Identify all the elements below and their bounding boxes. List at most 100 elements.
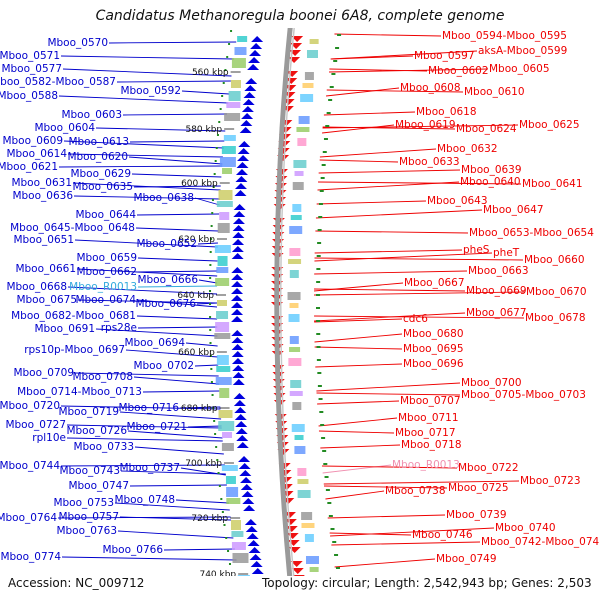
scale-tick-label: 640 kbp: [177, 291, 214, 301]
gene-label-left: Mboo_0674: [75, 294, 136, 306]
gene-label-left: Mboo_0629: [70, 168, 131, 180]
genome-backbone: [274, 28, 293, 576]
feature-block: [218, 421, 235, 431]
gene-arrow-forward: [231, 330, 244, 336]
gene-label-left: Mboo_0661: [15, 263, 76, 275]
gene-arrow-reverse: [290, 561, 303, 567]
label-leader: [319, 148, 437, 158]
ring-dash: [316, 320, 321, 322]
gene-label-right: Mboo_0602: [428, 65, 489, 77]
scale-tick-label: 740 kbp: [199, 570, 236, 580]
label-leader: [163, 548, 235, 551]
label-leader: [334, 558, 436, 568]
feature-block: [289, 270, 299, 278]
gene-label-left: Mboo_0721: [126, 421, 187, 433]
ring-dot: [215, 147, 218, 149]
ring-dot: [211, 199, 214, 201]
gene-arrow-forward: [249, 554, 262, 560]
feature-block: [226, 102, 241, 108]
feature-block: [305, 556, 319, 564]
ring-dot: [227, 550, 230, 552]
label-leader: [66, 424, 222, 429]
label-leader: [314, 257, 524, 261]
scale-tick-label: 600 kbp: [181, 179, 218, 189]
gene-label-right: Mboo_0746: [412, 529, 473, 541]
feature-block: [287, 292, 301, 300]
gene-arrow-reverse: [285, 78, 298, 84]
feature-block: [292, 402, 302, 410]
feature-block: [225, 476, 236, 484]
ring-dot: [209, 342, 212, 344]
label-leader: [314, 346, 403, 350]
label-leader: [129, 484, 227, 487]
feature-block: [217, 300, 227, 306]
label-leader: [119, 411, 222, 420]
feature-blocks-right: [287, 39, 319, 572]
ring-dash: [333, 60, 338, 62]
label-leader: [194, 364, 219, 367]
gene-arrow-forward: [248, 547, 261, 553]
feature-block: [228, 91, 241, 101]
gene-label-right: Mboo_0597: [414, 50, 475, 62]
gene-arrow-forward: [251, 36, 264, 42]
label-leader: [137, 326, 218, 329]
gene-label-right: Mboo_0618: [416, 106, 477, 118]
label-leader: [325, 490, 385, 500]
gene-label-left: Mboo_0726: [66, 425, 127, 437]
gene-arrow-forward: [231, 281, 244, 287]
ring-dash: [331, 73, 336, 75]
gene-arrow-forward: [235, 428, 248, 434]
ring-dot: [228, 43, 231, 45]
gene-arrow-forward: [240, 484, 253, 490]
gene-arrow-forward: [241, 113, 254, 119]
label-leader: [322, 124, 395, 134]
gene-arrow-forward: [232, 372, 245, 378]
gene-label-right: Mboo_0740: [495, 522, 556, 534]
feature-block: [231, 58, 246, 68]
gene-arrow-forward: [236, 162, 249, 168]
feature-block: [216, 366, 231, 372]
gene-arrow-forward: [243, 92, 256, 98]
ring-dash: [317, 229, 322, 231]
label-leader: [198, 279, 218, 284]
label-leader: [134, 446, 224, 455]
label-leader: [58, 165, 223, 168]
label-leader: [122, 113, 227, 116]
gene-arrow-forward: [234, 414, 247, 420]
gene-label-left: Mboo_0753: [53, 497, 114, 509]
label-leader: [108, 41, 237, 44]
label-leader: [331, 541, 481, 546]
gene-arrow-forward: [232, 365, 245, 371]
ring-dot: [209, 303, 212, 305]
gene-label-left: Mboo_0614: [6, 148, 67, 160]
gene-arrow-reverse: [292, 575, 305, 576]
ring-dot: [228, 563, 231, 565]
label-leader: [194, 197, 220, 206]
ring-dash: [319, 190, 324, 192]
label-leader: [317, 400, 400, 405]
ring-dash: [334, 554, 339, 556]
feature-block: [215, 377, 232, 385]
gene-label-left: Mboo_0709: [13, 367, 74, 379]
gene-arrow-forward: [244, 519, 257, 525]
gene-label-right: Mboo_0610: [464, 86, 525, 98]
ring-dash: [316, 255, 321, 257]
ring-dot: [209, 290, 212, 292]
gene-arrow-forward: [232, 225, 245, 231]
ring-dot: [214, 160, 217, 162]
gene-arrow-forward: [233, 400, 246, 406]
feature-block: [224, 113, 241, 121]
ring-dot: [230, 30, 233, 32]
feature-block: [237, 36, 248, 42]
label-leader: [319, 159, 399, 163]
gene-arrow-reverse: [291, 568, 304, 574]
gene-label-right: Mboo_0653-Mboo_0654: [469, 227, 594, 239]
ring-dash: [337, 34, 342, 36]
ring-dash: [316, 307, 321, 309]
gene-label-left: Mboo_0570: [47, 37, 108, 49]
gene-arrow-forward: [231, 316, 244, 322]
feature-block: [216, 311, 229, 319]
label-leader: [318, 417, 398, 427]
label-leader: [327, 514, 446, 519]
ring-dash: [318, 398, 323, 400]
